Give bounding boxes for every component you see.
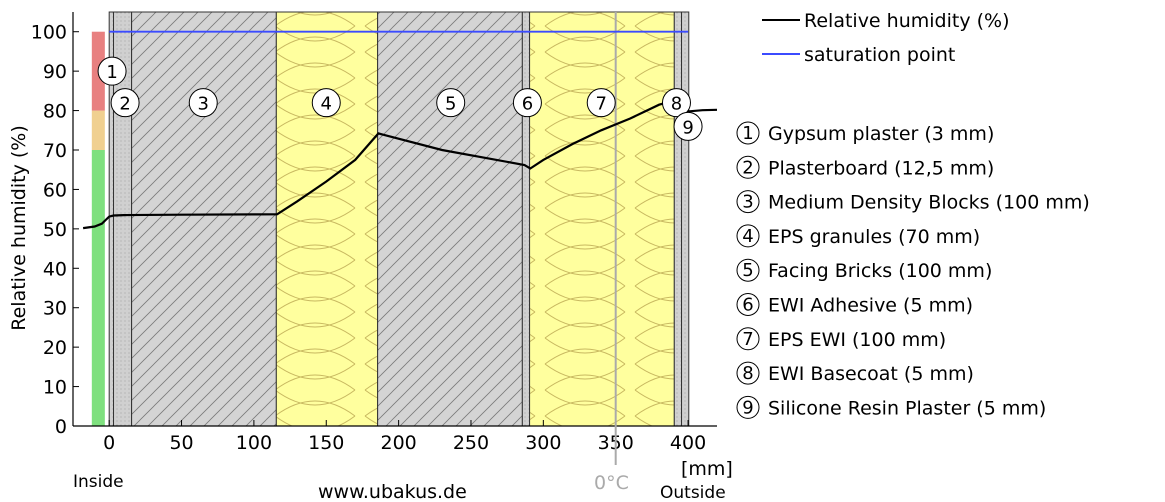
legend-label: Relative humidity (%) bbox=[804, 10, 1009, 32]
layer-legend-marker bbox=[736, 190, 760, 214]
layer-legend-label: EWI Adhesive (5 mm) bbox=[768, 295, 973, 317]
layer-5-marker bbox=[436, 88, 466, 118]
y-tick-label: 40 bbox=[43, 258, 67, 280]
layer-legend-number: 2 bbox=[742, 157, 753, 178]
layer-legend-label: Plasterboard (12,5 mm) bbox=[768, 157, 994, 179]
source-label: www.ubakus.de bbox=[318, 481, 467, 502]
layer-legend-label: Medium Density Blocks (100 mm) bbox=[768, 192, 1090, 214]
y-tick-label: 0 bbox=[55, 416, 67, 438]
layer-legend-label: EPS granules (70 mm) bbox=[768, 226, 980, 248]
layer-8-marker-label: 8 bbox=[671, 94, 682, 115]
inside-label: Inside bbox=[73, 472, 124, 492]
layer-2-marker-label: 2 bbox=[119, 94, 130, 115]
x-tick-label: 200 bbox=[380, 432, 416, 454]
layer-6-marker bbox=[512, 88, 542, 118]
zero-c-label: 0°C bbox=[594, 472, 629, 494]
layer-4-marker-label: 4 bbox=[321, 94, 332, 115]
layer-7-band bbox=[529, 11, 675, 427]
y-tick-label: 80 bbox=[43, 101, 67, 123]
y-axis-title: Relative humidity (%) bbox=[8, 125, 30, 330]
layer-2-marker bbox=[110, 88, 140, 118]
layer-3-marker bbox=[188, 88, 218, 118]
layer-1-marker-label: 1 bbox=[106, 62, 117, 83]
y-tick-label: 60 bbox=[43, 179, 67, 201]
humidity-color-scale bbox=[91, 31, 105, 426]
outside-label: Outside bbox=[660, 483, 726, 502]
layer-legend-marker bbox=[736, 293, 760, 316]
y-tick-label: 10 bbox=[43, 377, 67, 399]
layer-9-marker bbox=[673, 111, 703, 141]
y-tick-label: 20 bbox=[43, 337, 67, 359]
layer-legend-number: 9 bbox=[742, 397, 753, 418]
x-tick-label: 50 bbox=[169, 432, 193, 454]
humidity-scale-segment bbox=[91, 110, 105, 150]
layer-legend-number: 6 bbox=[742, 295, 753, 316]
layer-9-marker-label: 9 bbox=[682, 117, 693, 138]
y-tick-label: 100 bbox=[31, 22, 67, 44]
layer-legend-number: 4 bbox=[742, 226, 753, 247]
layer-6-marker-label: 6 bbox=[522, 94, 533, 115]
layer-4-marker bbox=[311, 88, 341, 118]
layer-legend-marker bbox=[736, 361, 760, 385]
layer-legend-label: EWI Basecoat (5 mm) bbox=[768, 363, 974, 385]
x-tick-label: 250 bbox=[453, 432, 489, 454]
y-tick-label: 30 bbox=[43, 298, 67, 320]
layer-legend-marker bbox=[736, 121, 760, 145]
layer-7-marker-label: 7 bbox=[595, 94, 606, 115]
y-tick-label: 90 bbox=[43, 61, 67, 83]
humidity-scale-segment bbox=[91, 150, 105, 426]
layer-legend-number: 7 bbox=[742, 329, 753, 350]
x-axis-unit: [mm] bbox=[681, 458, 733, 480]
layer-legend-number: 3 bbox=[742, 192, 753, 213]
x-tick-label: 400 bbox=[670, 432, 706, 454]
layer-legend-marker bbox=[736, 395, 760, 419]
layer-1-marker bbox=[97, 56, 127, 86]
layer-5-marker-label: 5 bbox=[445, 94, 456, 115]
layer-legend-label: EPS EWI (100 mm) bbox=[768, 329, 946, 351]
layer-legend-marker bbox=[736, 224, 760, 248]
axes: 0 10 20 30 40 50 60 70 80 90 100 0 50 100 150 200 250 300… bbox=[31, 12, 717, 465]
layer-legend-marker bbox=[736, 327, 760, 351]
layer-legend-number: 5 bbox=[742, 260, 753, 281]
layer-legend-label: Silicone Resin Plaster (5 mm) bbox=[768, 397, 1046, 419]
legend: Relative humidity (%) saturation point bbox=[762, 10, 1009, 66]
layer-legend-label: Facing Bricks (100 mm) bbox=[768, 260, 992, 282]
layer-legend-number: 1 bbox=[742, 123, 753, 144]
x-tick-label: 0 bbox=[103, 432, 115, 454]
y-tick-label: 70 bbox=[43, 140, 67, 162]
layer-3-band bbox=[131, 11, 277, 427]
x-tick-label: 300 bbox=[525, 432, 561, 454]
layer-legend-marker bbox=[736, 155, 760, 179]
layer-7-marker bbox=[586, 88, 616, 118]
layer-legend-marker bbox=[736, 258, 760, 282]
wall-layers bbox=[108, 11, 690, 427]
layer-legend-label: Gypsum plaster (3 mm) bbox=[768, 123, 994, 145]
layer-legend: 1 Gypsum plaster (3 mm) 2 Plasterboard (12,… bbox=[736, 121, 1090, 419]
layer-5-band bbox=[377, 11, 523, 427]
layer-8-marker bbox=[661, 88, 691, 118]
layer-legend-number: 8 bbox=[742, 363, 753, 384]
layer-3-marker-label: 3 bbox=[198, 94, 209, 115]
layer-8-band bbox=[673, 11, 683, 427]
layer-6-band bbox=[521, 11, 531, 427]
layer-9-band bbox=[681, 11, 690, 427]
x-tick-label: 100 bbox=[236, 432, 272, 454]
legend-label: saturation point bbox=[804, 44, 955, 66]
x-tick-label: 150 bbox=[308, 432, 344, 454]
layer-4-band bbox=[275, 11, 379, 427]
y-tick-label: 50 bbox=[43, 219, 67, 241]
layer-number-labels: 12 3 4 5 6 7 89 bbox=[97, 56, 703, 141]
